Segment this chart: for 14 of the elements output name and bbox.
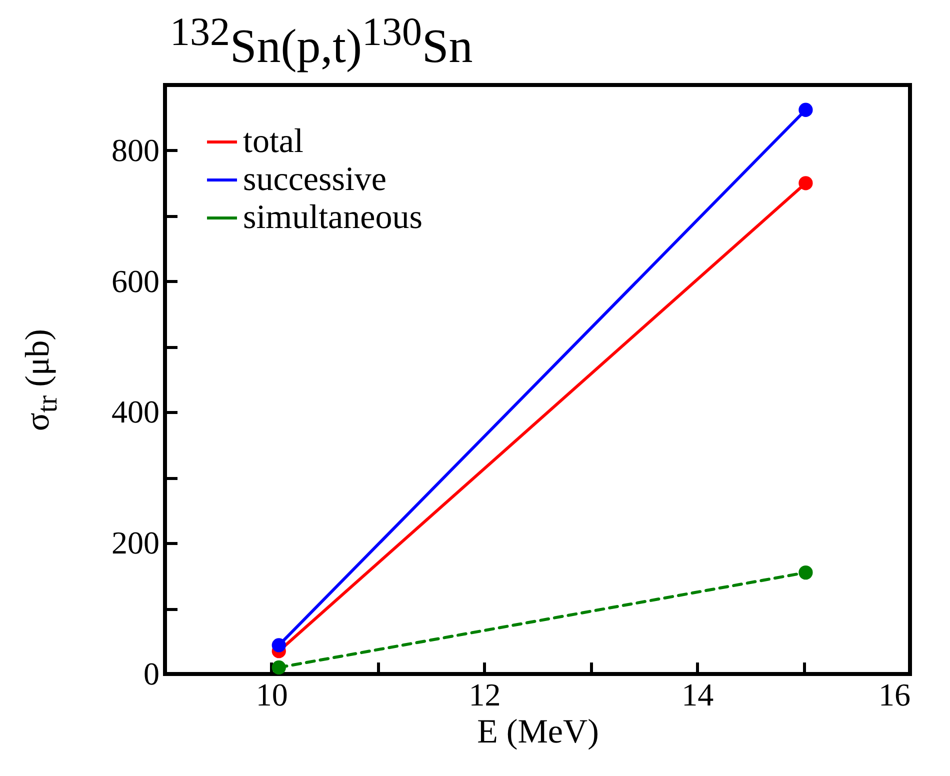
x-tick-label: 12 <box>468 676 501 712</box>
x-tick-label: 14 <box>682 676 714 712</box>
chart-title: $^{132}$Sn(p,t)$^{130}$Sn <box>170 8 473 74</box>
y-tick-label: 0 <box>144 656 160 692</box>
legend-label: successive <box>243 161 387 198</box>
y-tick-label: 800 <box>112 132 160 168</box>
y-tick-label: 200 <box>112 524 160 561</box>
legend-label: simultaneous <box>243 199 422 236</box>
x-tick-label: 16 <box>878 676 910 712</box>
y-tick-label: 400 <box>112 394 160 430</box>
y-tick-label: 600 <box>112 262 160 299</box>
legend-label: total <box>243 123 304 160</box>
x-tick-label: 10 <box>256 676 288 712</box>
x-axis-title: E (MeV) <box>477 714 599 750</box>
